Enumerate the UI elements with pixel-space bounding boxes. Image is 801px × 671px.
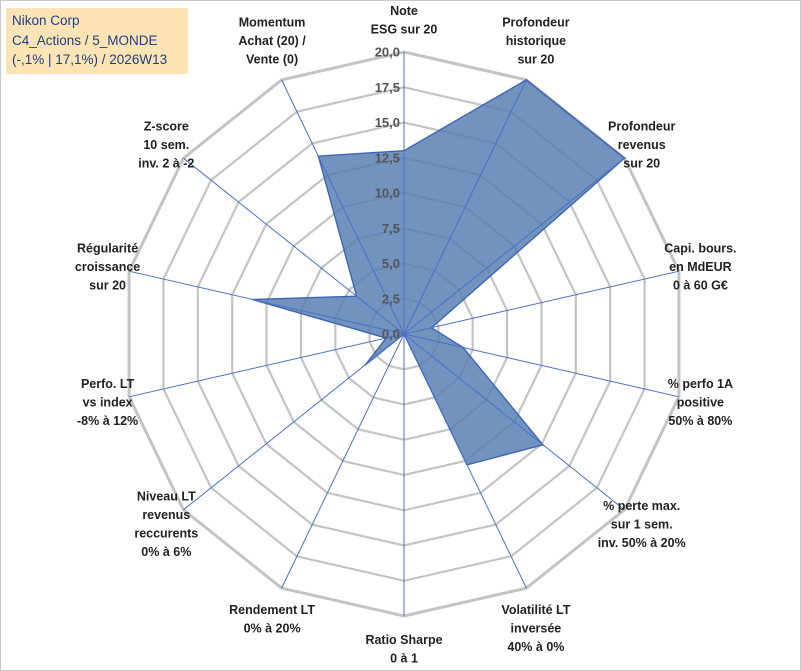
axis-label: Profondeur historique sur 20 [502, 16, 569, 67]
axis-label: Rendement LT 0% à 20% [229, 603, 315, 636]
radar-spoke [183, 333, 405, 511]
axis-label-line: Perfo. LT [81, 377, 135, 391]
axis-label-line: croissance [75, 260, 140, 274]
axis-label: Régularité croissance sur 20 [75, 242, 140, 293]
tick-label: 15,0 [375, 115, 400, 130]
radar-spoke [403, 270, 680, 335]
axis-label-line: Achat (20) / [238, 34, 306, 48]
title-line-company: Nikon Corp [12, 13, 80, 28]
radar-spoke [281, 333, 405, 589]
axis-label: % perte max. sur 1 sem. inv. 50% à 20% [598, 499, 686, 550]
axis-label-line: 10 sem. [143, 138, 189, 152]
axis-label: Note ESG sur 20 [371, 4, 438, 37]
radar-spoke [128, 270, 405, 335]
axis-label-line: 0% à 6% [141, 545, 191, 559]
axis-label-line: sur 20 [517, 53, 554, 67]
axis-label-line: 40% à 0% [507, 640, 564, 654]
axis-label: Perfo. LT vs index -8% à 12% [77, 377, 138, 428]
radar-spoke [183, 157, 405, 335]
axis-label-line: ESG sur 20 [371, 23, 438, 37]
tick-label: 20,0 [375, 45, 400, 60]
axis-label-line: % perfo 1A [668, 377, 733, 391]
radar-spoke [403, 333, 680, 398]
axis-label: Z-score 10 sem. inv. 2 à -2 [138, 120, 194, 171]
axis-label-line: Capi. bours. [664, 242, 736, 256]
title-line-portfolio: C4_Actions / 5_MONDE [12, 32, 158, 48]
spoke-layer [128, 52, 680, 616]
radar-spoke [403, 333, 527, 589]
radar-spoke [403, 157, 625, 335]
axis-label-line: inversée [511, 621, 562, 635]
axis-label-line: Profondeur [608, 120, 675, 134]
axis-label-line: 0 à 60 G€ [673, 279, 728, 293]
radar-spoke [128, 333, 405, 398]
axis-label-line: Momentum [239, 16, 306, 30]
tick-labels: 0,0 2,5 5,0 7,5 10,0 12,5 15,0 17,5 20,0 [375, 45, 400, 342]
tick-label: 17,5 [375, 80, 400, 95]
axis-label-line: 0 à 1 [390, 652, 418, 666]
tick-label: 12,5 [375, 150, 400, 165]
axis-label-line: revenus [618, 138, 666, 152]
chart-title-box: Nikon Corp C4_Actions / 5_MONDE (-,1% | … [6, 8, 188, 74]
axis-label: Ratio Sharpe 0 à 1 [365, 633, 442, 666]
axis-labels: Note ESG sur 20 Profondeur historique sur 20… [75, 4, 737, 666]
tick-label: 0,0 [382, 327, 400, 342]
axis-label: Momentum Achat (20) / Vente (0) [238, 16, 306, 67]
axis-label-line: Profondeur [502, 16, 569, 30]
axis-label-line: inv. 50% à 20% [598, 536, 686, 550]
axis-label: Niveau LT revenus reccurents 0% à 6% [134, 490, 198, 560]
axis-label-line: historique [506, 34, 566, 48]
axis-label-line: en MdEUR [669, 260, 732, 274]
axis-label-line: Régularité [77, 242, 138, 256]
axis-label-line: inv. 2 à -2 [138, 157, 194, 171]
axis-label-line: % perte max. [603, 499, 680, 513]
axis-label-line: sur 20 [623, 157, 660, 171]
tick-label: 10,0 [375, 186, 400, 201]
axis-label: Capi. bours. en MdEUR 0 à 60 G€ [664, 242, 736, 293]
axis-label-line: Niveau LT [137, 490, 196, 504]
axis-label-line: Vente (0) [246, 53, 298, 67]
axis-label-line: reccurents [134, 527, 198, 541]
axis-label-line: sur 20 [89, 279, 126, 293]
axis-label-line: revenus [142, 508, 190, 522]
radar-spoke [281, 79, 405, 335]
axis-label: Profondeur revenus sur 20 [608, 120, 675, 171]
axis-label-line: sur 1 sem. [611, 517, 673, 531]
axis-label-line: Volatilité LT [501, 603, 570, 617]
axis-label-line: -8% à 12% [77, 414, 138, 428]
axis-label-line: vs index [83, 395, 133, 409]
series-layer [251, 79, 626, 466]
axis-label-line: 50% à 80% [668, 414, 732, 428]
axis-label-line: Ratio Sharpe [365, 633, 442, 647]
axis-label-line: Note [390, 4, 418, 18]
title-line-period: (-,1% | 17,1%) / 2026W13 [12, 52, 168, 67]
tick-label: 2,5 [382, 291, 400, 306]
axis-label-line: Z-score [144, 120, 189, 134]
axis-label: Volatilité LT inversée 40% à 0% [501, 603, 570, 654]
tick-label: 7,5 [382, 221, 400, 236]
radar-spoke [403, 333, 625, 511]
axis-label-line: 0% à 20% [244, 621, 301, 635]
axis-label: % perfo 1A positive 50% à 80% [668, 377, 733, 428]
tick-label: 5,0 [382, 256, 400, 271]
radar-spoke [403, 79, 527, 335]
axis-label-line: positive [677, 395, 724, 409]
axis-label-line: Rendement LT [229, 603, 315, 617]
